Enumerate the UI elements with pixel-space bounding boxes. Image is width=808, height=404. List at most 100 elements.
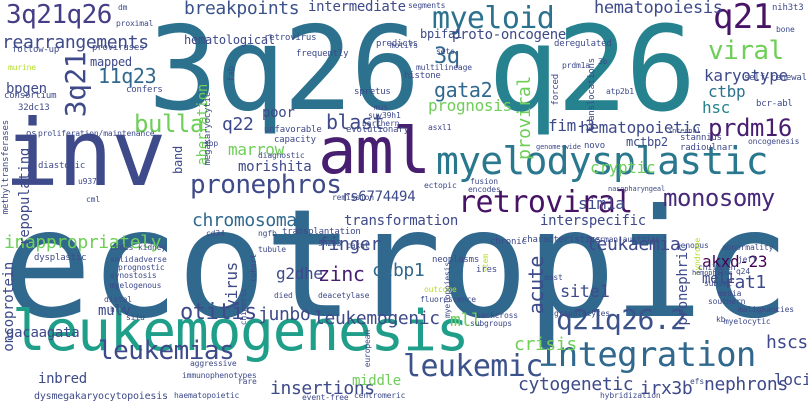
word: fab: [227, 66, 237, 82]
word: acute: [524, 256, 548, 315]
word: prdm1a: [562, 61, 590, 70]
word: internal: [668, 127, 701, 135]
word: subset: [704, 279, 732, 288]
word: deacetylase: [318, 291, 370, 300]
word: bpifa1: [420, 27, 462, 41]
word: karyotype: [704, 66, 788, 85]
word: chromosomal: [192, 210, 308, 231]
word: junbo: [258, 304, 311, 325]
word: characteristics: [522, 235, 601, 245]
word: mulv: [98, 303, 131, 319]
word: integration: [538, 335, 756, 375]
word: inbred: [38, 371, 87, 387]
word: akxd-23: [702, 252, 768, 271]
word: aml: [318, 115, 431, 189]
word: otitis: [180, 300, 257, 325]
word: 3b: [598, 57, 608, 66]
word: bpgen: [6, 81, 47, 97]
word: cytogenetic: [518, 374, 634, 395]
word: ectopic: [424, 181, 457, 190]
word: megakaryocytic: [203, 92, 213, 166]
word: frequently: [296, 49, 349, 59]
word: died: [274, 291, 293, 300]
word: haematopoietic: [174, 391, 240, 400]
word: hybridization: [600, 391, 661, 400]
word: 3q26: [148, 2, 420, 137]
word: retroviral: [458, 185, 633, 220]
word: northern: [362, 119, 400, 128]
word: tubule: [258, 245, 286, 254]
word: 3q21: [59, 52, 92, 118]
word: inv: [4, 100, 166, 207]
word: diagnostic: [258, 151, 305, 160]
word: poor: [262, 105, 295, 121]
word: zinc: [318, 262, 365, 286]
word: proviral: [514, 76, 535, 160]
word: children: [698, 263, 736, 272]
word: neoplasms: [432, 255, 480, 265]
word: mapped: [90, 55, 132, 69]
word: consortium: [4, 91, 57, 101]
word: q21q26.2: [556, 303, 687, 336]
word: malignancies: [738, 305, 794, 314]
word: gacaagata: [6, 325, 80, 341]
word: q21: [713, 0, 773, 37]
word: chronic: [490, 237, 527, 247]
word: hsc: [702, 98, 730, 117]
word: prdm16: [708, 114, 792, 142]
word: asxl1: [428, 123, 452, 132]
word: leukemogenic: [314, 308, 440, 329]
word: ngfb: [258, 229, 277, 238]
word: monosomy: [663, 184, 775, 212]
word: site1: [560, 282, 610, 302]
word: histone: [404, 71, 441, 81]
word: bone: [776, 25, 795, 34]
word: mctbp2: [626, 135, 668, 149]
word: cd34: [206, 229, 225, 238]
word: forced: [551, 74, 561, 106]
word: fusion: [470, 177, 498, 186]
word: fim-3: [548, 116, 595, 135]
word: hematopoiesis: [594, 0, 723, 18]
word: subgroups: [470, 319, 512, 328]
word: leukemic: [403, 349, 543, 384]
word: pronephros: [190, 170, 342, 200]
word: european: [363, 330, 372, 368]
word: oncogenesis: [748, 137, 800, 146]
word: myeloid: [432, 1, 555, 36]
word: german-austrian: [590, 235, 660, 244]
word: follow-up: [12, 45, 60, 55]
word: 3q21q26: [6, 0, 112, 30]
word: sh2b3: [318, 239, 342, 248]
word: granulocytes: [554, 309, 610, 318]
word: codes: [110, 243, 134, 252]
word: finger: [318, 234, 381, 255]
word: remission: [332, 193, 374, 202]
word: transformation: [344, 213, 459, 229]
word: hematopoietic: [580, 118, 702, 137]
word: radioulnar: [680, 143, 733, 153]
word: mel1: [702, 271, 735, 287]
word: cml: [86, 195, 100, 204]
word: bulla: [134, 110, 204, 138]
word: segments: [408, 1, 446, 10]
word: southern: [708, 297, 746, 306]
word: gata2: [434, 78, 493, 102]
word: q24: [736, 267, 750, 276]
word: situ: [126, 313, 145, 322]
word: dysmegakaryocytopoiesis: [34, 391, 168, 402]
word: transplantation: [282, 227, 361, 237]
word: ecotropic: [2, 178, 791, 352]
word: novo: [584, 141, 605, 151]
word: retrovirus: [264, 33, 317, 43]
word: 11q23: [98, 64, 157, 88]
word: predicts: [376, 39, 418, 49]
word: viral: [708, 36, 784, 66]
word: proto-oncogene: [452, 27, 567, 43]
word: mus: [374, 103, 388, 112]
word: evolutionary: [346, 125, 409, 135]
word: outcome: [424, 285, 457, 294]
word: ires: [476, 265, 497, 275]
word: stannius: [680, 133, 722, 143]
